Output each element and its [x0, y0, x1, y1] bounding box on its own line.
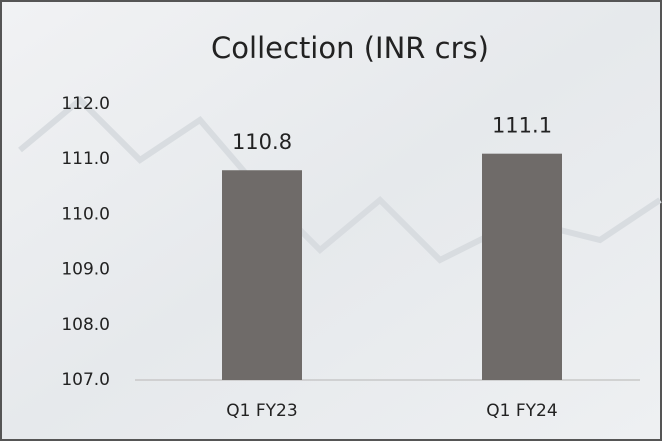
- value-label: 111.1: [492, 114, 552, 138]
- y-tick-label: 111.0: [61, 149, 110, 169]
- x-tick-label: Q1 FY24: [486, 401, 557, 421]
- bar: [222, 170, 302, 380]
- chart-title: Collection (INR crs): [211, 31, 489, 65]
- value-label: 110.8: [232, 130, 292, 154]
- chart: Collection (INR crs) 107.0 108.0 109.0 110.…: [0, 0, 662, 441]
- y-tick-label: 109.0: [61, 260, 110, 280]
- bar: [482, 154, 562, 380]
- y-tick-label: 108.0: [61, 315, 110, 335]
- x-tick-label: Q1 FY23: [226, 401, 297, 421]
- y-tick-label: 107.0: [61, 370, 110, 390]
- page: Collection (INR crs) 107.0 108.0 109.0 110.…: [0, 0, 662, 441]
- y-tick-label: 112.0: [61, 94, 110, 114]
- y-tick-label: 110.0: [61, 204, 110, 224]
